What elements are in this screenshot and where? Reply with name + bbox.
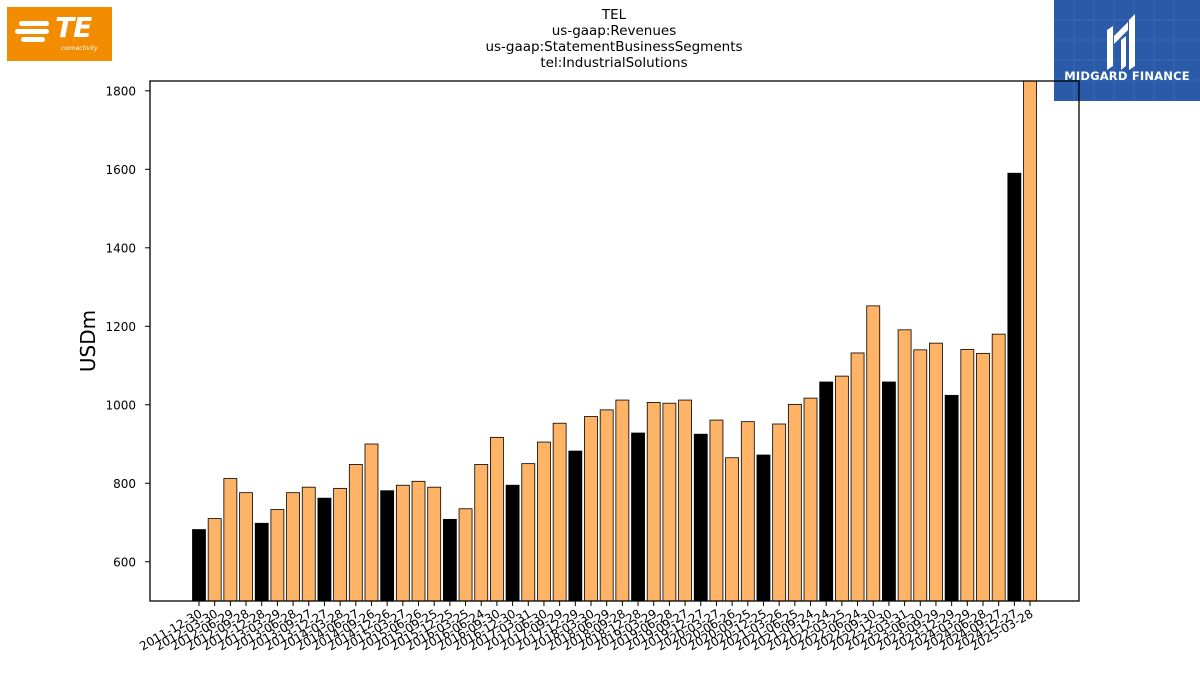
bar-2017-09-29 [552, 422, 567, 602]
bar-2011-12-30 [192, 529, 206, 602]
bar-2013-12-27 [317, 497, 332, 602]
bar-2014-06-27 [348, 464, 363, 602]
bar-2016-06-24 [474, 464, 489, 602]
bar-2012-03-30 [207, 518, 222, 602]
bars-group [192, 80, 1037, 602]
y-tick-label: 1000 [105, 398, 136, 412]
bar-2025-03-28 [1023, 80, 1037, 602]
bar-2016-09-30 [490, 436, 504, 602]
te-connectivity-logo: TE connectivity [7, 7, 112, 61]
bar-2015-09-25 [427, 486, 442, 602]
bar-2023-03-31 [897, 329, 912, 602]
bar-2017-03-31 [521, 463, 536, 602]
bar-2014-09-26 [364, 443, 379, 602]
bar-2024-03-29 [960, 349, 975, 602]
bar-2021-03-26 [772, 423, 787, 602]
bar-2020-03-27 [709, 419, 724, 602]
y-tick-label: 1400 [105, 241, 136, 255]
chart-title: TEL us-gaap:Revenues us-gaap:StatementBu… [414, 7, 814, 71]
bar-2022-06-24 [850, 352, 865, 602]
title-line-4: tel:IndustrialSolutions [540, 55, 688, 71]
y-tick-label: 800 [113, 477, 136, 491]
y-tick-label: 1200 [105, 320, 136, 334]
bar-2012-06-29 [223, 478, 238, 602]
title-line-3: us-gaap:StatementBusinessSegments [485, 39, 743, 55]
bar-2016-12-30 [505, 484, 520, 602]
bar-2024-09-27 [991, 333, 1006, 602]
title-line-1: TEL [601, 7, 627, 23]
bar-2013-09-27 [301, 486, 316, 602]
bar-2024-12-27 [1007, 172, 1022, 602]
bar-2012-12-28 [254, 522, 269, 602]
midgard-finance-logo: MIDGARD FINANCE [1054, 0, 1200, 101]
bar-2021-12-24 [819, 381, 834, 602]
y-tick-label: 1800 [105, 84, 136, 98]
bar-2022-12-30 [882, 381, 896, 602]
midgard-logo-text: MIDGARD FINANCE [1064, 69, 1190, 83]
midgard-m-icon [1107, 14, 1135, 70]
logo-grid-pattern [1054, 0, 1200, 101]
bar-2019-09-27 [678, 399, 692, 602]
bar-2019-12-27 [693, 433, 708, 602]
x-axis: 2011-12-302012-03-302012-06-292012-09-28… [137, 601, 1036, 653]
bar-2022-03-25 [834, 375, 849, 602]
bar-2014-12-26 [380, 490, 395, 602]
bar-2022-09-30 [866, 305, 881, 602]
bar-2018-03-30 [584, 416, 598, 602]
bar-2015-12-25 [442, 518, 457, 602]
y-axis: 600 800 1000 1200 1400 1600 1800 [105, 84, 150, 569]
y-axis-label: USDm [76, 310, 100, 372]
y-tick-label: 600 [113, 555, 136, 569]
bar-2012-09-28 [239, 492, 253, 602]
bar-2018-12-28 [631, 432, 645, 602]
bar-2017-06-30 [537, 441, 551, 602]
bar-2014-03-28 [333, 487, 348, 602]
bar-2021-06-25 [787, 403, 802, 602]
bar-2018-06-29 [599, 409, 614, 602]
bar-2024-06-28 [976, 352, 990, 602]
bar-2021-09-24 [803, 397, 818, 602]
y-tick-label: 1600 [105, 163, 136, 177]
title-line-2: us-gaap:Revenues [551, 23, 677, 39]
bar-2020-09-25 [740, 421, 755, 602]
bar-2013-06-28 [286, 492, 300, 602]
plot-frame [149, 80, 1080, 602]
bar-2015-06-26 [411, 480, 426, 602]
bar-2019-03-29 [646, 402, 661, 602]
bar-2020-06-26 [725, 457, 740, 602]
bar-2015-03-27 [395, 484, 410, 602]
te-logo-text: TE [55, 11, 92, 44]
bar-2023-09-29 [929, 342, 943, 602]
bar-2020-12-25 [756, 454, 771, 602]
te-logo-subtext: connectivity [61, 45, 98, 52]
bar-2023-06-30 [913, 349, 928, 602]
bar-2023-12-29 [944, 394, 959, 602]
bar-2013-03-29 [270, 509, 285, 602]
bar-2018-09-28 [615, 399, 630, 602]
bar-2017-12-29 [568, 450, 583, 602]
bar-2019-06-28 [662, 402, 677, 602]
bar-2016-03-25 [458, 508, 473, 602]
